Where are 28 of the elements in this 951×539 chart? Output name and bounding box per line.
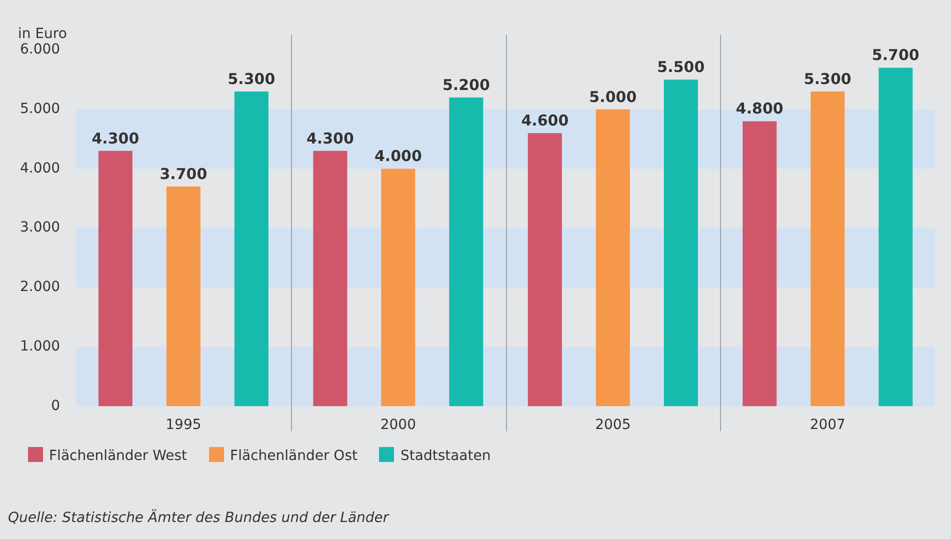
source-note: Quelle: Statistische Ämter des Bundes und der Länder [8,510,389,526]
text: 4.800 [736,100,784,118]
x-tick-label: 2000 [380,417,416,434]
y-axis-title: in Euro [18,26,67,42]
y-tick-label: 3.000 [20,220,60,236]
text: 5.200 [442,76,490,94]
legend-label: Flächenländer West [48,447,188,464]
y-tick-label: 1.000 [20,338,60,354]
text: 5.300 [228,70,276,88]
y-tick-label: 4.000 [20,160,60,176]
x-tick-label: 2007 [810,417,846,434]
text: 5.500 [657,58,705,76]
y-tick-label: 5.000 [20,101,60,118]
text: 4.300 [92,129,140,148]
y-tick-label: 0 [51,398,60,414]
text: 5.700 [872,46,920,64]
y-tick-label: 6.000 [20,42,60,58]
legend-label: Flächenländer Ost [229,447,358,464]
text: 4.300 [306,129,354,148]
x-tick-label: 1995 [166,417,202,434]
x-tick-label: 2005 [595,417,631,434]
text: 4.600 [521,112,569,130]
text: 5.000 [589,88,637,106]
text: 5.300 [804,70,852,88]
legend-label: Stadtstaaten [399,447,491,464]
text: 3.700 [160,164,208,183]
text: 4.000 [374,147,422,166]
y-tick-label: 2.000 [20,279,60,296]
